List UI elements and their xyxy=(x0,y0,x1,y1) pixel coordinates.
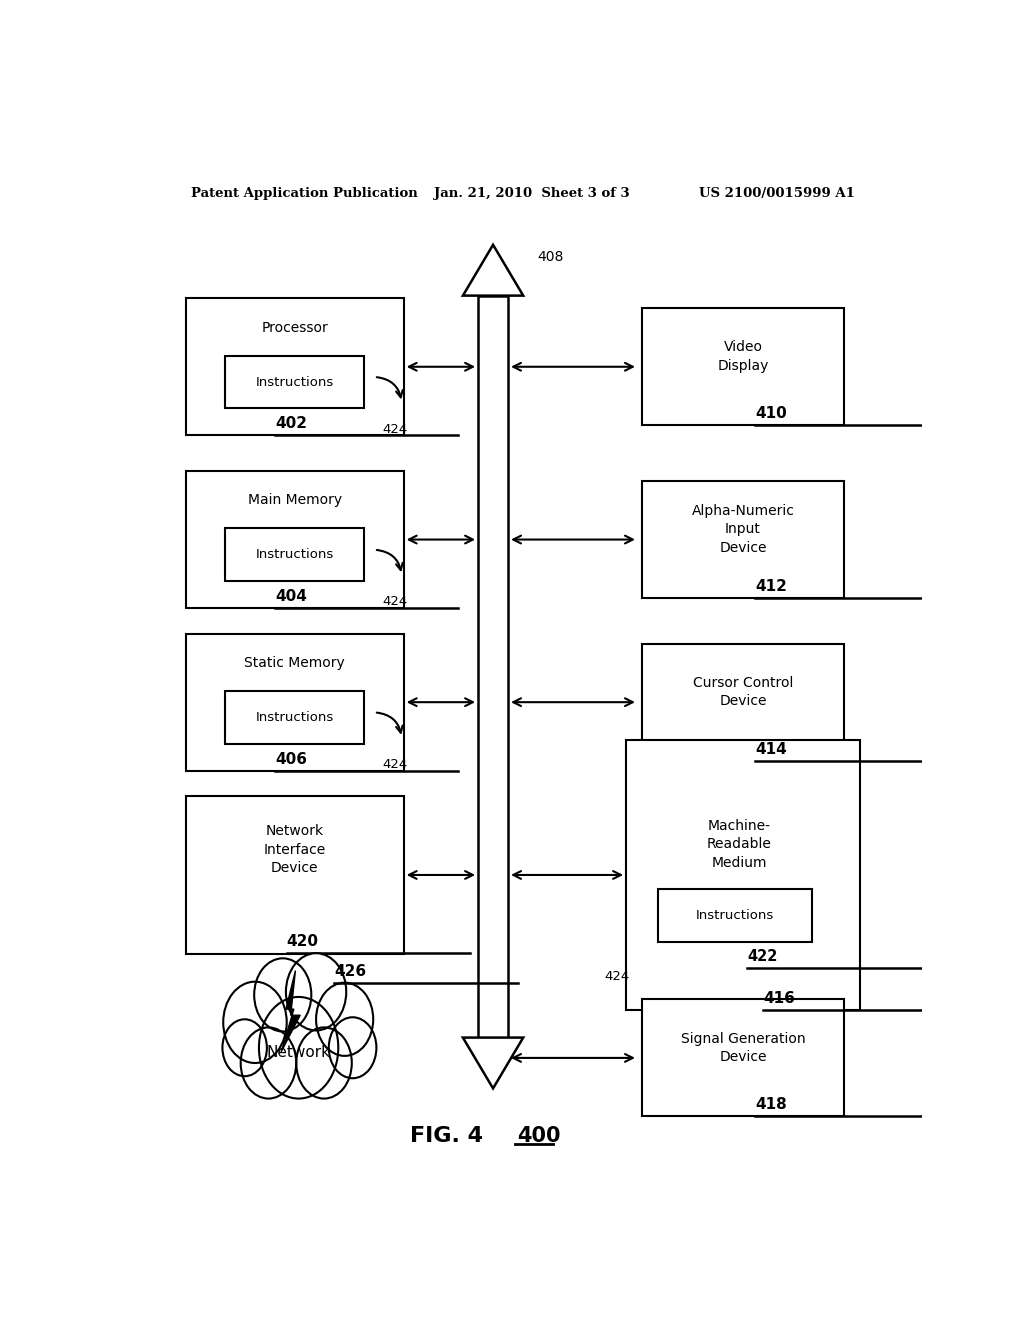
Text: 406: 406 xyxy=(274,751,307,767)
Bar xyxy=(185,471,403,609)
Text: Instructions: Instructions xyxy=(696,909,774,923)
Polygon shape xyxy=(478,296,508,1038)
Circle shape xyxy=(222,1019,267,1076)
Text: 422: 422 xyxy=(748,949,777,964)
Text: 424: 424 xyxy=(382,595,408,609)
Text: Instructions: Instructions xyxy=(256,548,334,561)
Bar xyxy=(626,741,860,1010)
Bar xyxy=(642,644,844,760)
Text: Main Memory: Main Memory xyxy=(248,494,342,507)
Text: 400: 400 xyxy=(517,1126,560,1146)
Text: 408: 408 xyxy=(538,249,564,264)
Text: 426: 426 xyxy=(334,964,367,978)
Text: Static Memory: Static Memory xyxy=(245,656,345,671)
Text: Jan. 21, 2010  Sheet 3 of 3: Jan. 21, 2010 Sheet 3 of 3 xyxy=(433,187,629,201)
Text: 404: 404 xyxy=(274,589,307,605)
Bar xyxy=(225,690,365,744)
Text: 416: 416 xyxy=(763,990,795,1006)
Text: 424: 424 xyxy=(604,970,630,983)
Text: Video
Display: Video Display xyxy=(718,341,769,372)
Bar xyxy=(225,528,365,581)
Circle shape xyxy=(259,997,338,1098)
Text: Machine-
Readable
Medium: Machine- Readable Medium xyxy=(707,818,771,870)
Circle shape xyxy=(223,982,287,1063)
FancyArrowPatch shape xyxy=(377,378,402,397)
Circle shape xyxy=(329,1018,377,1078)
Text: Cursor Control
Device: Cursor Control Device xyxy=(693,676,794,709)
Text: 402: 402 xyxy=(274,416,307,432)
Text: Patent Application Publication: Patent Application Publication xyxy=(191,187,418,201)
Polygon shape xyxy=(282,970,300,1052)
Bar xyxy=(185,298,403,436)
Text: 424: 424 xyxy=(382,422,408,436)
Circle shape xyxy=(296,1027,352,1098)
FancyArrowPatch shape xyxy=(377,713,402,733)
Text: 418: 418 xyxy=(755,1097,786,1113)
Circle shape xyxy=(316,982,373,1056)
Bar xyxy=(185,796,403,954)
Bar xyxy=(225,355,365,408)
Text: Signal Generation
Device: Signal Generation Device xyxy=(681,1031,805,1064)
Bar xyxy=(642,999,844,1117)
Text: FIG. 4: FIG. 4 xyxy=(410,1126,482,1146)
Text: 420: 420 xyxy=(287,933,318,949)
Text: Instructions: Instructions xyxy=(256,711,334,723)
Bar xyxy=(185,634,403,771)
Bar xyxy=(642,309,844,425)
Text: Processor: Processor xyxy=(261,321,328,334)
Polygon shape xyxy=(463,1038,523,1089)
Circle shape xyxy=(286,953,346,1031)
Text: 424: 424 xyxy=(382,758,408,771)
Text: Alpha-Numeric
Input
Device: Alpha-Numeric Input Device xyxy=(691,504,795,554)
Text: US 2100/0015999 A1: US 2100/0015999 A1 xyxy=(699,187,855,201)
Circle shape xyxy=(254,958,311,1031)
Text: Network
Interface
Device: Network Interface Device xyxy=(263,824,326,875)
Text: 412: 412 xyxy=(755,579,786,594)
Bar xyxy=(642,480,844,598)
Bar xyxy=(657,890,812,942)
Text: Instructions: Instructions xyxy=(256,375,334,388)
Polygon shape xyxy=(463,244,523,296)
Circle shape xyxy=(241,1027,296,1098)
Text: 410: 410 xyxy=(755,407,786,421)
FancyArrowPatch shape xyxy=(377,550,402,570)
Text: Network: Network xyxy=(266,1045,331,1060)
Text: 414: 414 xyxy=(755,742,786,756)
